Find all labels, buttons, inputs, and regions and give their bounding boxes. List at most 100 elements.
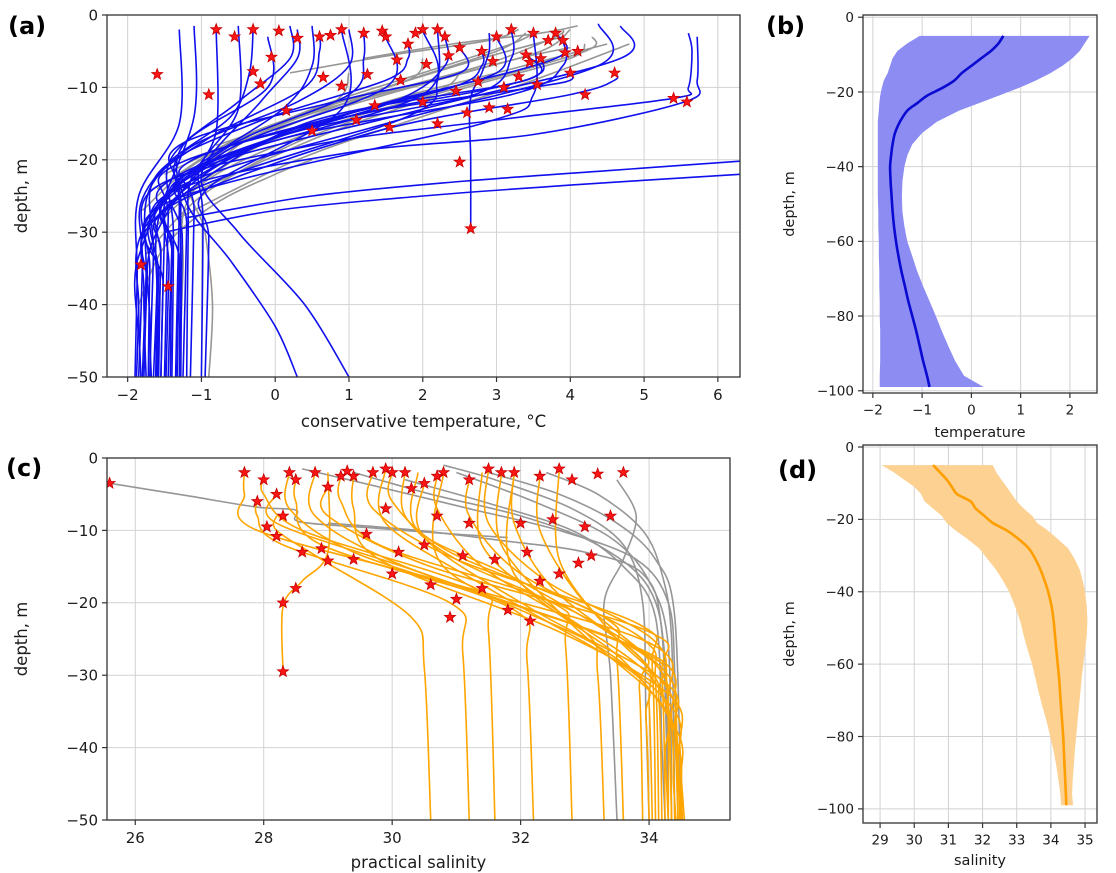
star-marker	[552, 566, 566, 580]
star-marker	[519, 47, 533, 61]
x-tick-label: 33	[1008, 833, 1025, 849]
gridlines	[107, 457, 730, 821]
y-axis-label: depth, m	[782, 601, 798, 667]
x-tick-label: −1	[912, 403, 932, 419]
star-marker	[512, 69, 526, 83]
profile-line-gray	[149, 35, 598, 233]
axes-frame	[862, 444, 1098, 824]
y-tick-label: −40	[66, 296, 98, 314]
star-marker	[316, 70, 330, 83]
panel-c: 26 28 30 32 34 0 −10 −20 −30 −40 −50 practical sali…	[12, 449, 731, 872]
star-marker	[488, 552, 502, 566]
star-marker	[452, 155, 467, 168]
star-marker	[417, 537, 431, 551]
star-marker	[501, 603, 515, 616]
profile-line	[307, 472, 650, 820]
star-marker	[312, 29, 327, 43]
profile-line	[483, 468, 670, 820]
y-axis-label: depth, m	[782, 171, 798, 237]
y-tick-label: 0	[845, 10, 854, 26]
y-tick-label: −80	[826, 729, 855, 745]
y-tick-label: −100	[817, 384, 854, 400]
star-marker	[533, 469, 547, 482]
star-marker	[578, 87, 592, 101]
panel-label-c: (c)	[6, 454, 43, 482]
profile-line	[280, 472, 331, 672]
y-tick-label: −30	[66, 224, 98, 242]
star-marker	[449, 592, 463, 605]
profile-line-gray	[289, 28, 520, 74]
star-marker	[289, 581, 303, 594]
x-tick-label: 2	[418, 386, 428, 404]
star-marker	[578, 519, 592, 533]
profile-line	[535, 476, 673, 820]
star-marker	[534, 51, 548, 65]
star-marker	[417, 476, 431, 489]
star-marker	[438, 29, 452, 43]
star-marker	[359, 527, 374, 540]
profile-line	[146, 36, 399, 377]
mean-profile-line	[888, 35, 1005, 388]
star-marker	[392, 545, 406, 558]
star-marker	[430, 22, 445, 36]
y-tick-label: −50	[66, 368, 98, 386]
star-marker	[366, 465, 380, 479]
star-marker	[556, 33, 570, 46]
panel-label-a: (a)	[8, 12, 47, 40]
profile-line	[254, 501, 470, 820]
star-marker	[246, 22, 260, 36]
star-marker	[246, 64, 260, 78]
profile-line-gray	[178, 43, 630, 219]
star-marker	[680, 94, 694, 108]
star-marker	[253, 76, 268, 90]
x-tick-label: 31	[940, 833, 957, 849]
axes-frame	[106, 457, 731, 821]
y-tick-label: 0	[88, 449, 98, 467]
star-marker	[379, 461, 393, 475]
y-tick-label: 0	[88, 6, 98, 24]
star-marker	[464, 221, 478, 235]
y-tick-label: −40	[826, 160, 855, 176]
star-marker	[321, 480, 335, 493]
panel-label-d: (d)	[778, 456, 818, 484]
star-marker	[460, 105, 474, 119]
star-marker	[548, 26, 563, 39]
y-axis-label: depth, m	[12, 602, 31, 677]
x-tick-label: 5	[639, 386, 649, 404]
panel-d: 29 30 31 32 33 34 35 0 −20 −40 −60 −80 −100 salinity d…	[782, 440, 1098, 869]
x-tick-label: 28	[254, 829, 273, 847]
profile-line	[163, 29, 441, 377]
y-tick-label: −40	[66, 739, 98, 757]
y-axis-label: depth, m	[12, 159, 31, 234]
profile-line	[152, 54, 543, 377]
star-marker	[523, 55, 537, 68]
plot-area-c	[107, 461, 686, 820]
profile-line	[265, 493, 667, 820]
star-marker	[530, 77, 544, 91]
star-marker	[308, 465, 322, 479]
star-marker	[558, 45, 572, 59]
profile-line	[148, 43, 411, 377]
profile-line-gray	[201, 43, 586, 190]
x-axis-label: salinity	[954, 853, 1006, 869]
panel-label-b: (b)	[766, 12, 806, 40]
y-tick-label: −30	[66, 667, 98, 685]
star-marker	[408, 26, 423, 39]
star-marker	[452, 40, 467, 54]
star-marker	[565, 472, 579, 486]
star-marker	[375, 23, 389, 37]
star-marker	[481, 461, 496, 475]
star-marker	[282, 465, 296, 479]
x-tick-label: 3	[492, 386, 502, 404]
star-marker	[419, 57, 434, 70]
star-marker	[349, 113, 364, 126]
star-marker	[107, 476, 117, 489]
mean-profile-line	[932, 464, 1068, 806]
y-tick-label: −80	[826, 309, 855, 325]
profile-line	[172, 36, 507, 377]
x-tick-label: 32	[974, 833, 991, 849]
star-marker	[368, 98, 382, 112]
profile-line	[186, 160, 740, 219]
y-tick-label: −20	[826, 512, 855, 528]
